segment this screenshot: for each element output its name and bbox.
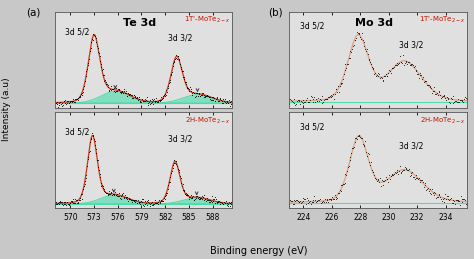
Text: 3d 5/2: 3d 5/2 <box>300 21 324 30</box>
Text: 3d 5/2: 3d 5/2 <box>65 27 90 36</box>
Text: 1T'-MoTe$_{2-x}$: 1T'-MoTe$_{2-x}$ <box>184 15 230 25</box>
Text: (a): (a) <box>26 8 40 18</box>
Text: Binding energy (eV): Binding energy (eV) <box>210 246 307 256</box>
Text: 3d 3/2: 3d 3/2 <box>168 135 192 143</box>
Text: 3d 5/2: 3d 5/2 <box>65 128 90 137</box>
Text: 3d 3/2: 3d 3/2 <box>168 34 192 43</box>
Text: Te 3d: Te 3d <box>123 18 156 28</box>
Text: 2H-MoTe$_{2-x}$: 2H-MoTe$_{2-x}$ <box>420 115 465 126</box>
Text: 3d 3/2: 3d 3/2 <box>399 141 424 150</box>
Text: 2H-MoTe$_{2-x}$: 2H-MoTe$_{2-x}$ <box>185 115 230 126</box>
Text: Mo 3d: Mo 3d <box>356 18 393 28</box>
Text: 1T'-MoTe$_{2-x}$: 1T'-MoTe$_{2-x}$ <box>419 15 465 25</box>
Text: (b): (b) <box>268 8 283 18</box>
Text: Intensity (a.u): Intensity (a.u) <box>2 77 11 141</box>
Text: 3d 3/2: 3d 3/2 <box>399 40 424 49</box>
Text: 3d 5/2: 3d 5/2 <box>300 122 324 131</box>
